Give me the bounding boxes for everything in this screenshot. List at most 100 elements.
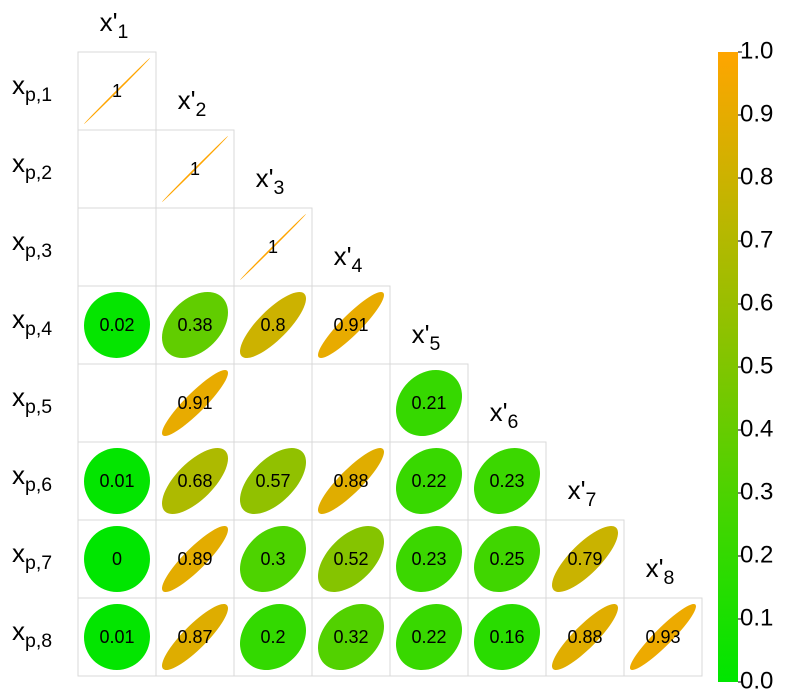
label-main: x': [646, 553, 664, 583]
correlation-ellipse: [396, 525, 462, 592]
value-label: 0.79: [567, 549, 602, 569]
label-main: x: [12, 148, 25, 178]
correlation-ellipse: [162, 604, 229, 670]
colorbar-tick-label: 0.8: [740, 163, 773, 190]
value-label: 0.91: [333, 315, 368, 335]
label-main: x': [178, 85, 196, 115]
label-sub: 4: [352, 255, 363, 277]
value-label: 0.02: [99, 315, 134, 335]
label-sub: p,5: [25, 396, 52, 418]
label-main: x': [490, 397, 508, 427]
label-sub: 8: [664, 567, 675, 589]
axis-label: xp,4: [12, 304, 52, 340]
correlation-ellipse: [239, 447, 306, 514]
label-main: x: [12, 382, 25, 412]
colorbar-tick-label: 0.2: [740, 541, 773, 568]
correlation-ellipse: [162, 370, 229, 437]
axis-label: xp,2: [12, 148, 52, 184]
correlation-ellipse: [83, 57, 151, 125]
label-sub: p,2: [25, 162, 52, 184]
value-label: 0.57: [255, 471, 290, 491]
correlation-ellipse: [474, 447, 540, 514]
value-label: 0.38: [177, 315, 212, 335]
correlation-ellipse: [83, 447, 150, 514]
correlation-ellipse: [83, 603, 150, 670]
value-label: 0.2: [260, 627, 285, 647]
cell: [623, 597, 703, 677]
colorbar-tick-label: 0.5: [740, 352, 773, 379]
correlation-ellipse: [395, 369, 462, 436]
label-sub: 2: [196, 99, 207, 121]
correlation-ellipse: [317, 447, 384, 514]
correlation-ellipse: [161, 135, 229, 203]
label-sub: 3: [274, 177, 285, 199]
label-main: x: [12, 304, 25, 334]
axis-label: xp,3: [12, 226, 52, 262]
correlation-ellipse: [84, 526, 150, 592]
axis-label: x'3: [256, 163, 285, 199]
label-sub: p,1: [25, 84, 52, 106]
value-label: 0.16: [489, 627, 524, 647]
value-label: 0.88: [333, 471, 368, 491]
label-sub: p,6: [25, 474, 52, 496]
label-main: x: [12, 616, 25, 646]
colorbar-tick-label: 0.0: [740, 667, 773, 694]
value-label: 0.22: [411, 471, 446, 491]
label-sub: p,3: [25, 240, 52, 262]
colorbar-tick-label: 0.4: [740, 415, 773, 442]
correlation-ellipse: [473, 525, 540, 592]
cell: [233, 363, 313, 443]
axis-label: x'5: [412, 319, 441, 355]
value-label: 0.25: [489, 549, 524, 569]
correlation-ellipse: [317, 603, 384, 670]
value-label: 0.68: [177, 471, 212, 491]
value-label: 0.23: [489, 471, 524, 491]
cell: [311, 363, 391, 443]
label-main: x: [12, 460, 25, 490]
label-sub: p,4: [25, 318, 52, 340]
label-sub: 6: [508, 411, 519, 433]
correlation-ellipse: [395, 448, 462, 515]
value-label: 0.88: [567, 627, 602, 647]
value-label: 0.8: [260, 315, 285, 335]
value-label: 0.89: [177, 549, 212, 569]
value-label: 0.23: [411, 549, 446, 569]
label-sub: 5: [430, 333, 441, 355]
cell: [77, 363, 157, 443]
value-label: 0.32: [333, 627, 368, 647]
label-sub: 7: [586, 489, 597, 511]
axis-label: x'4: [334, 241, 363, 277]
axis-label: xp,6: [12, 460, 52, 496]
value-label: 0.91: [177, 393, 212, 413]
label-main: x': [412, 319, 430, 349]
value-label: 0.01: [99, 471, 134, 491]
colorbar-tick-label: 0.1: [740, 604, 773, 631]
value-label: 0.22: [411, 627, 446, 647]
axis-label: x'8: [646, 553, 675, 589]
value-label: 1: [268, 237, 278, 257]
axis-label: x'2: [178, 85, 207, 121]
colorbar-tick-label: 0.7: [740, 226, 773, 253]
correlation-ellipse: [551, 526, 618, 593]
correlation-ellipse: [239, 603, 306, 670]
cell: [77, 207, 157, 287]
correlation-ellipse: [162, 291, 229, 359]
correlation-ellipse: [161, 447, 228, 514]
colorbar-tick-label: 0.9: [740, 100, 773, 127]
axis-label: xp,1: [12, 70, 52, 106]
axis-label: x'7: [568, 475, 597, 511]
correlation-ellipse: [317, 525, 384, 592]
colorbar-tick-label: 0.3: [740, 478, 773, 505]
correlation-ellipse: [629, 604, 696, 671]
cell: [155, 207, 235, 287]
correlation-ellipse: [552, 604, 619, 671]
label-main: x: [12, 70, 25, 100]
value-label: 0.93: [645, 627, 680, 647]
value-label: 0.3: [260, 549, 285, 569]
axis-label: xp,8: [12, 616, 52, 652]
label-sub: p,7: [25, 552, 52, 574]
label-main: x: [12, 538, 25, 568]
axis-label: xp,7: [12, 538, 52, 574]
correlation-ellipse: [161, 525, 228, 592]
